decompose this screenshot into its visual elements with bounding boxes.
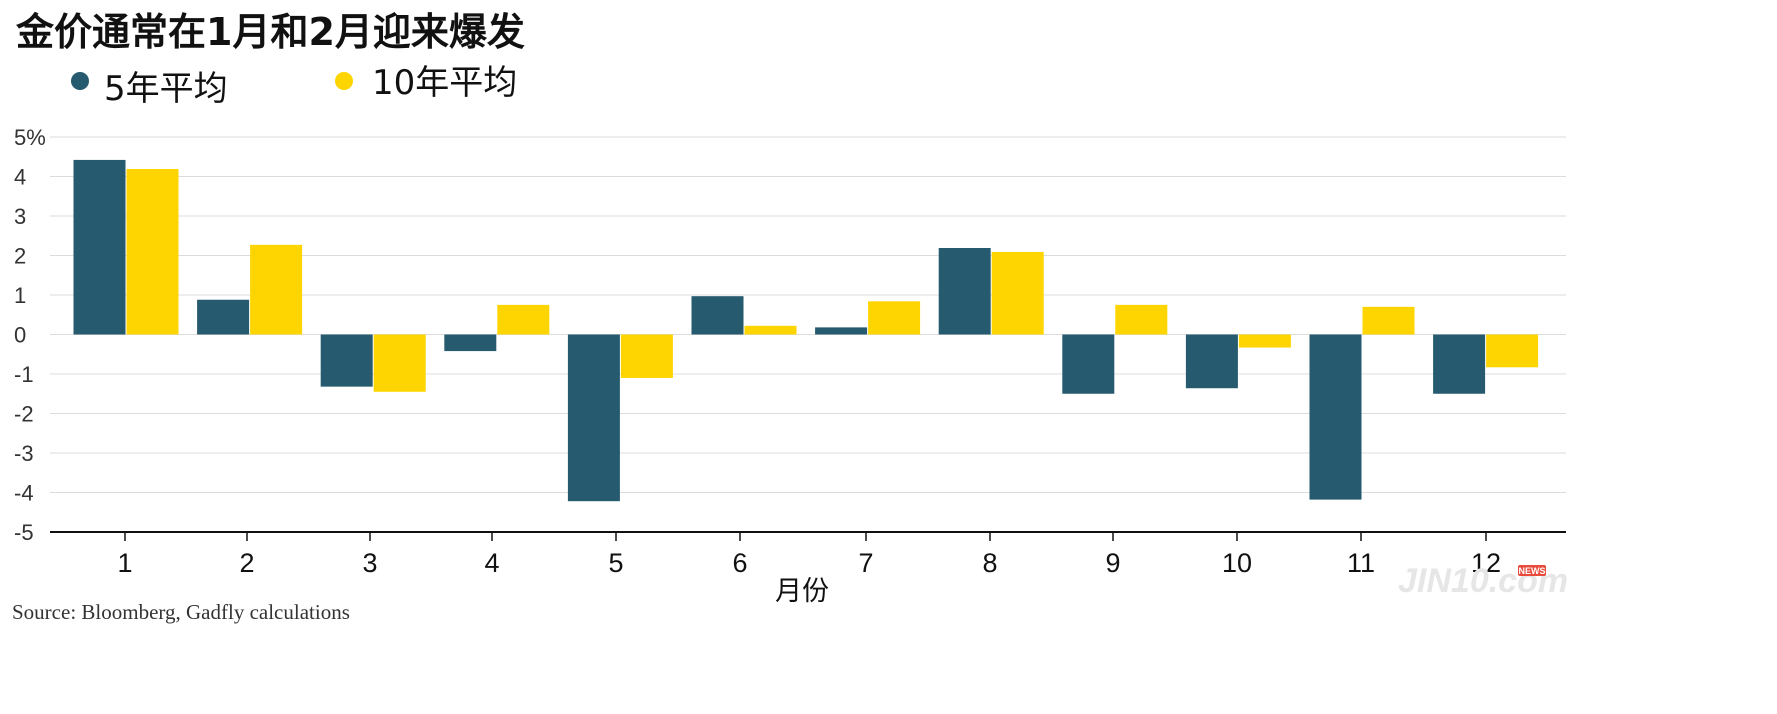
bar-10yr-month-12: [1486, 334, 1539, 368]
source-note: Source: Bloomberg, Gadfly calculations: [12, 600, 350, 624]
legend-marker-10yr: [335, 72, 353, 90]
legend-entry-5yr: 5年平均: [71, 69, 228, 109]
bar-10yr-month-9: [1115, 304, 1168, 335]
x-tick-label: 3: [362, 548, 377, 578]
legend: 5年平均 10年平均: [71, 63, 517, 109]
x-tick-label: 5: [608, 548, 623, 578]
y-tick-label: -3: [14, 441, 34, 466]
bar-5yr-month-11: [1309, 334, 1362, 500]
legend-entry-10yr: 10年平均: [335, 63, 517, 103]
x-tick-label: 9: [1105, 548, 1120, 578]
bar-5yr-month-12: [1433, 334, 1486, 394]
bar-10yr-month-10: [1238, 334, 1291, 348]
watermark-badge-text: NEWS: [1519, 566, 1546, 576]
bar-5yr-month-8: [938, 247, 991, 335]
bar-10yr-month-7: [868, 301, 921, 335]
x-axis: 1 2 3 4 5 6 7 8 9 10 11 12: [50, 531, 1566, 578]
bar-10yr-month-1: [126, 168, 179, 335]
legend-label-5yr: 5年平均: [104, 69, 228, 109]
bar-5yr-month-1: [73, 159, 126, 335]
x-tick-label: 6: [732, 548, 747, 578]
bars: [73, 159, 1539, 502]
y-tick-label: -5: [14, 520, 34, 545]
x-tick-label: 11: [1347, 548, 1375, 578]
legend-marker-5yr: [71, 72, 89, 90]
bar-5yr-month-10: [1185, 334, 1238, 389]
bar-10yr-month-2: [250, 244, 303, 335]
bar-5yr-month-4: [444, 334, 497, 352]
bar-5yr-month-2: [197, 299, 250, 335]
x-tick-label: 8: [982, 548, 997, 578]
bar-5yr-month-9: [1062, 334, 1115, 394]
bar-10yr-month-11: [1362, 306, 1415, 335]
y-tick-label: -1: [14, 362, 34, 387]
y-tick-label: 4: [14, 165, 26, 190]
watermark-badge: [1518, 565, 1546, 576]
x-tick-label: 12: [1471, 548, 1501, 578]
bar-10yr-month-4: [497, 304, 550, 335]
bar-10yr-month-8: [991, 251, 1044, 335]
watermark: JIN10.com NEWS: [1398, 562, 1568, 600]
y-tick-label: 5%: [14, 125, 46, 150]
x-tick-label: 2: [239, 548, 254, 578]
y-axis: 5% 4 3 2 1 0 -1 -2 -3 -4 -5: [14, 125, 46, 545]
bar-5yr-month-3: [320, 334, 373, 387]
y-tick-label: 1: [14, 283, 26, 308]
bar-5yr-month-5: [567, 334, 620, 502]
x-tick-label: 7: [858, 548, 873, 578]
chart-title: 金价通常在1月和2月迎来爆发: [15, 10, 525, 54]
x-axis-label: 月份: [775, 576, 829, 607]
bar-10yr-month-6: [744, 325, 797, 335]
bar-10yr-month-3: [373, 334, 426, 392]
bar-5yr-month-7: [815, 327, 868, 335]
y-tick-label: -4: [14, 481, 34, 506]
bar-10yr-month-5: [620, 334, 673, 378]
y-tick-label: 0: [14, 323, 26, 348]
gold-monthly-returns-chart: 金价通常在1月和2月迎来爆发 5年平均 10年平均 5%43210-1-2-3-…: [12, 10, 1568, 624]
y-tick-label: 2: [14, 244, 26, 269]
y-tick-label: 3: [14, 204, 26, 229]
x-tick-label: 10: [1222, 548, 1252, 578]
x-tick-label: 1: [117, 548, 132, 578]
x-tick-label: 4: [484, 548, 499, 578]
y-tick-label: -2: [14, 402, 34, 427]
bar-5yr-month-6: [691, 296, 744, 335]
legend-label-10yr: 10年平均: [372, 63, 517, 103]
